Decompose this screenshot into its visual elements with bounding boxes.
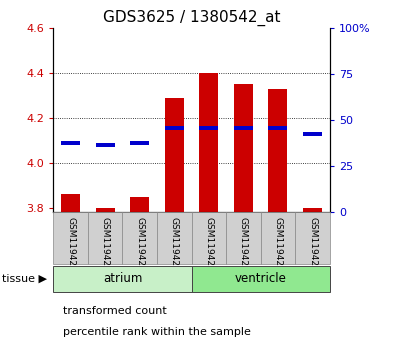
- Bar: [61, 194, 80, 212]
- Bar: [130, 141, 149, 145]
- Bar: [261, 212, 295, 264]
- Bar: [96, 143, 115, 147]
- Text: tissue ▶: tissue ▶: [2, 274, 47, 284]
- Bar: [165, 98, 184, 212]
- Bar: [192, 212, 226, 264]
- Bar: [53, 212, 88, 264]
- Text: GSM119428: GSM119428: [273, 217, 282, 271]
- Text: GSM119426: GSM119426: [204, 217, 213, 271]
- Bar: [157, 212, 192, 264]
- Bar: [122, 212, 157, 264]
- Text: GSM119427: GSM119427: [239, 217, 248, 271]
- Text: GSM119423: GSM119423: [101, 217, 110, 271]
- Bar: [295, 212, 330, 264]
- Bar: [130, 197, 149, 212]
- Bar: [96, 208, 115, 212]
- Bar: [165, 126, 184, 130]
- Bar: [199, 126, 218, 130]
- Bar: [303, 132, 322, 136]
- Bar: [53, 266, 192, 292]
- Bar: [234, 85, 253, 212]
- Title: GDS3625 / 1380542_at: GDS3625 / 1380542_at: [103, 9, 280, 25]
- Text: GSM119425: GSM119425: [170, 217, 179, 271]
- Bar: [192, 266, 330, 292]
- Text: ventricle: ventricle: [235, 272, 287, 285]
- Bar: [226, 212, 261, 264]
- Bar: [269, 126, 288, 130]
- Text: GSM119429: GSM119429: [308, 217, 317, 271]
- Text: atrium: atrium: [103, 272, 142, 285]
- Bar: [269, 89, 288, 212]
- Text: GSM119422: GSM119422: [66, 217, 75, 271]
- Bar: [303, 208, 322, 212]
- Text: percentile rank within the sample: percentile rank within the sample: [63, 327, 251, 337]
- Bar: [61, 141, 80, 145]
- Bar: [88, 212, 122, 264]
- Bar: [199, 73, 218, 212]
- Text: GSM119424: GSM119424: [135, 217, 144, 271]
- Text: transformed count: transformed count: [63, 306, 167, 316]
- Bar: [234, 126, 253, 130]
